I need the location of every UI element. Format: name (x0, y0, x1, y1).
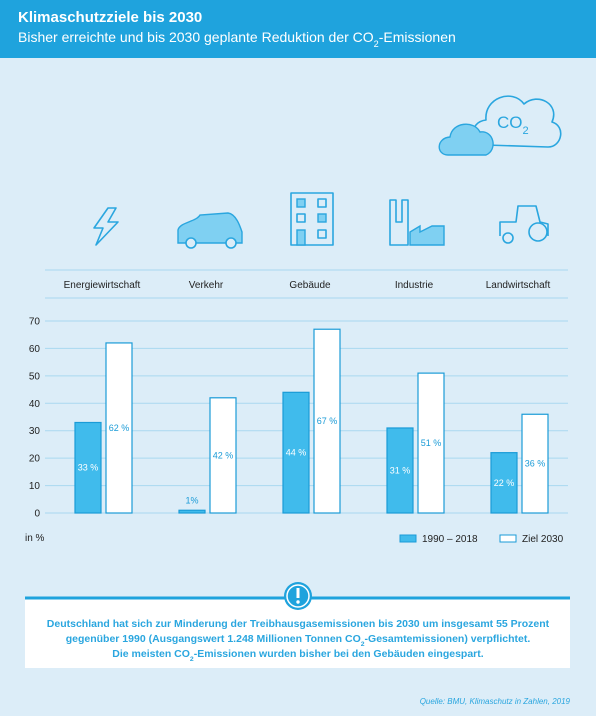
tractor-icon (499, 205, 549, 244)
value-label: 22 % (494, 478, 515, 488)
bar (178, 509, 206, 514)
value-label: 62 % (109, 423, 130, 433)
legend-label: Ziel 2030 (522, 534, 564, 545)
note-line: gegenüber 1990 (Ausgangswert 1.248 Milli… (66, 633, 531, 648)
text-part: gegenüber 1990 (Ausgangswert 1.248 Milli… (66, 633, 361, 645)
text-part: CO (497, 113, 523, 132)
bar (282, 391, 310, 514)
category-label: Energiewirtschaft (64, 280, 141, 291)
value-label: 33 % (78, 463, 99, 473)
legend-swatch (499, 534, 517, 543)
value-label: 67 % (317, 416, 338, 426)
category-label: Gebäude (289, 280, 331, 291)
bar (417, 372, 445, 514)
bar (209, 397, 237, 514)
bar (74, 421, 102, 514)
y-tick-label: 20 (29, 454, 41, 465)
value-label: 36 % (525, 459, 546, 469)
y-tick-label: 0 (34, 509, 40, 520)
text-part: Deutschland hat sich zur Minderung der T… (47, 618, 550, 630)
y-tick-label: 70 (29, 317, 41, 328)
category-label: Landwirtschaft (486, 280, 551, 291)
value-label: 44 % (286, 448, 307, 458)
car-icon (177, 212, 243, 249)
header-band (0, 0, 596, 58)
bar (490, 452, 518, 514)
text-part: 2 (523, 125, 529, 137)
y-axis-label: in % (25, 533, 45, 544)
y-tick-label: 40 (29, 399, 41, 410)
value-label: 42 % (213, 450, 234, 460)
text-part: Bisher erreichte und bis 2030 geplante R… (18, 29, 374, 45)
chart-title: Klimaschutzziele bis 2030 (18, 9, 202, 26)
note-line: Deutschland hat sich zur Minderung der T… (47, 618, 550, 630)
building-icon (290, 192, 334, 246)
text-part: 2 (361, 641, 365, 648)
y-tick-label: 10 (29, 481, 41, 492)
note-line: Die meisten CO2-Emissionen wurden bisher… (112, 648, 483, 663)
cloud-label: CO2 (497, 113, 529, 137)
bar (313, 328, 341, 514)
chart-subtitle: Bisher erreichte und bis 2030 geplante R… (18, 29, 456, 49)
warning-icon (284, 582, 312, 610)
text-part: 2 (190, 656, 194, 663)
factory-icon (389, 199, 445, 246)
value-label: 51 % (421, 438, 442, 448)
source: Quelle: BMU, Klimaschutz in Zahlen, 2019 (420, 697, 571, 706)
text-part: 2 (374, 39, 379, 49)
text-part: Die meisten CO (112, 648, 190, 660)
bar (105, 342, 133, 514)
cloud-icon (438, 95, 562, 156)
lightning-icon (93, 207, 119, 246)
text-part: -Emissionen wurden bisher bei den Gebäud… (194, 648, 484, 660)
bar (521, 413, 549, 514)
y-tick-label: 30 (29, 426, 41, 437)
value-label: 31 % (390, 465, 411, 475)
bar (386, 427, 414, 514)
legend-swatch (399, 534, 417, 543)
category-label: Industrie (395, 280, 434, 291)
legend-label: 1990 – 2018 (422, 534, 478, 545)
text-part: -Gesamtemissionen) verpflichtet. (365, 633, 531, 645)
value-label: 1% (185, 495, 198, 505)
y-tick-label: 50 (29, 371, 41, 382)
category-label: Verkehr (189, 280, 224, 291)
text-part: -Emissionen (379, 29, 456, 45)
y-tick-label: 60 (29, 344, 41, 355)
